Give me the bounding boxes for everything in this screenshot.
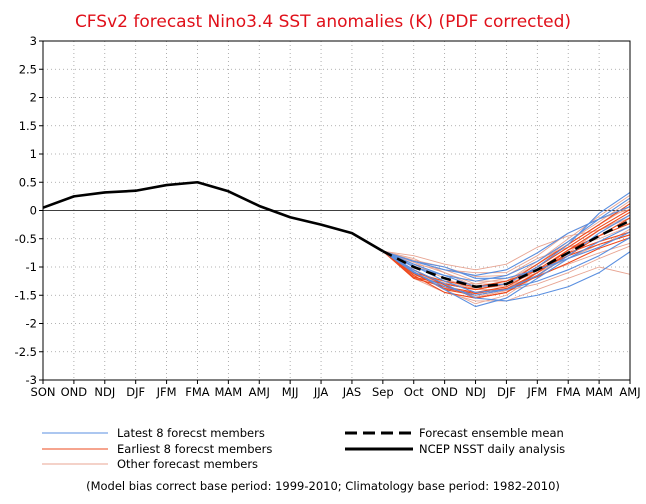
y-tick-label: -0.5	[15, 232, 37, 246]
x-tick-label: JAS	[342, 385, 361, 399]
x-tick-label: FMA	[185, 385, 210, 399]
y-tick-label: -1.5	[15, 288, 37, 302]
latest-member-line	[382, 237, 631, 293]
legend-earliest-label: Earliest 8 forecst members	[117, 442, 272, 456]
earliest-member-line	[382, 234, 631, 293]
legend-mean-label: Forecast ensemble mean	[419, 426, 564, 440]
x-tick-label: MAM	[585, 385, 613, 399]
other-member-line	[382, 214, 631, 271]
y-tick-label: -3	[26, 373, 37, 387]
latest-member-line	[382, 197, 631, 282]
footnote: (Model bias correct base period: 1999-20…	[86, 479, 560, 493]
y-tick-label: 0	[30, 204, 37, 218]
analysis-line	[42, 180, 384, 253]
latest-member-line	[382, 250, 631, 302]
legend-latest-label: Latest 8 forecst members	[117, 426, 265, 440]
earliest-member-line	[382, 237, 631, 295]
y-tick-label: 0.5	[19, 175, 37, 189]
x-tick-label: JFM	[156, 385, 177, 399]
x-tick-label: OND	[61, 385, 88, 399]
legend-analysis-label: NCEP NSST daily analysis	[419, 442, 565, 456]
x-tick-label: Sep	[372, 385, 394, 399]
legend-other-label: Other forecast members	[117, 457, 258, 471]
y-tick-label: 3	[30, 34, 37, 48]
y-tick-label: -1	[26, 260, 37, 274]
x-tick-label: NDJ	[94, 385, 115, 399]
x-tick-label: SON	[31, 385, 56, 399]
x-tick-label: FMA	[556, 385, 581, 399]
y-tick-label: 2	[30, 91, 37, 105]
y-tick-label: -2.5	[15, 345, 37, 359]
ensemble-mean-line	[382, 219, 631, 289]
x-tick-label: AMJ	[249, 385, 270, 399]
y-tick-label: -2	[26, 317, 37, 331]
y-tick-label: 1	[30, 147, 37, 161]
x-tick-label: MJJ	[282, 385, 299, 399]
x-tick-label: Oct	[404, 385, 424, 399]
x-tick-label: DJF	[497, 385, 516, 399]
main-lines	[42, 180, 631, 289]
x-tick-label: JJA	[313, 385, 329, 399]
legend: Latest 8 forecst members Earliest 8 fore…	[42, 426, 565, 471]
x-tick-label: OND	[431, 385, 458, 399]
x-tick-label: NDJ	[465, 385, 486, 399]
x-tick-label: AMJ	[619, 385, 640, 399]
x-tick-label: DJF	[126, 385, 145, 399]
y-tick-label: 1.5	[19, 119, 37, 133]
latest-member-line	[382, 206, 631, 277]
x-tick-label: MAM	[215, 385, 243, 399]
chart-title: CFSv2 forecast Nino3.4 SST anomalies (K)…	[75, 12, 571, 32]
x-tick-label: JFM	[526, 385, 547, 399]
y-tick-label: 2.5	[19, 62, 37, 76]
grid	[43, 41, 630, 380]
latest-member-line	[382, 231, 631, 279]
x-axis: SON OND NDJ DJF JFM FMA MAM AMJ MJJ JJA JAS Sep Oct O…	[31, 380, 641, 399]
y-axis: 3 2.5 2 1.5 1 0.5 0 -0.5 -1 -1.5 -2 -2.5 -3	[15, 34, 43, 387]
